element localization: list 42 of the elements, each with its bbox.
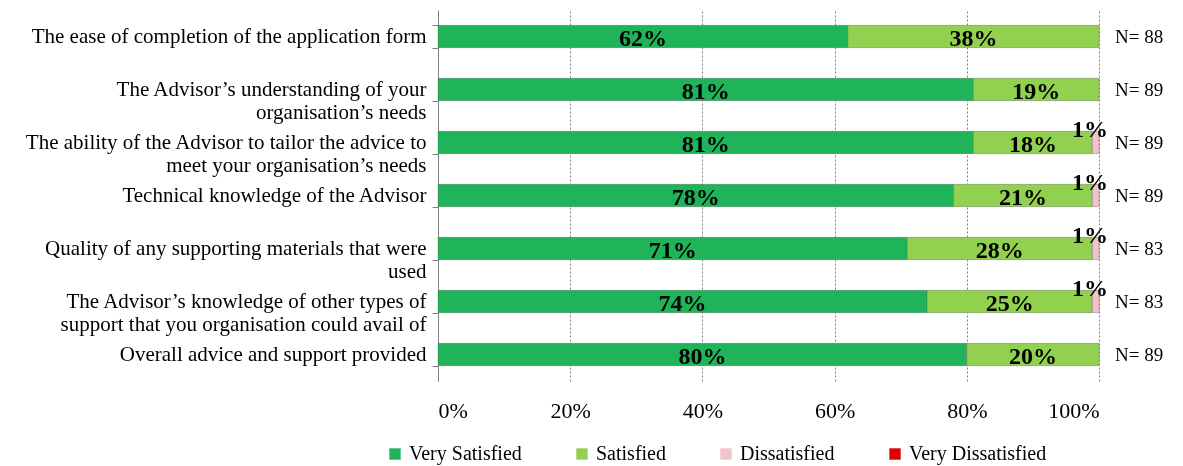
x-tick-label: 40% (682, 397, 724, 423)
y-tick-label: Technical knowledge of the Advisor (122, 183, 427, 207)
data-label: 25% (985, 289, 1034, 316)
data-label: 71% (648, 236, 697, 263)
data-label: 21% (998, 183, 1047, 210)
text: N= 83 (1115, 237, 1164, 259)
data-label: 38% (949, 24, 998, 51)
legend-label: Very Dissatisfied (909, 442, 1047, 465)
data-label: 62% (618, 24, 667, 51)
text: N= 89 (1115, 184, 1164, 206)
text: N= 89 (1115, 343, 1164, 365)
x-tick-label: 60% (814, 397, 856, 423)
x-tick-label: 80% (947, 397, 988, 423)
data-label: 18% (1008, 130, 1057, 157)
data-label: 81% (681, 77, 730, 104)
data-label: 74% (658, 289, 707, 316)
x-tick-label: 100% (1048, 397, 1100, 423)
data-label: 1% (1072, 274, 1108, 301)
y-tick-label: The Advisor’s understanding of your organisation’s needs (116, 77, 427, 124)
y-tick-label: The ease of completion of the application form (31, 24, 427, 48)
y-tick-label: The Advisor’s knowledge of other types of support that you organisation could avail of (60, 289, 427, 336)
data-label: 1% (1072, 221, 1108, 248)
data-label: 20% (1008, 342, 1057, 369)
text: N= 88 (1115, 25, 1164, 47)
y-tick-label: The ability of the Advisor to tailor the advice to meet your organisation’s needs (25, 130, 427, 177)
y-tick-label: Quality of any supporting materials that were used (45, 236, 427, 283)
data-label: 81% (681, 130, 730, 157)
data-label: 1% (1072, 115, 1108, 142)
x-tick-label: 0% (438, 397, 468, 423)
legend-label: Satisfied (596, 442, 666, 464)
data-label: 80% (678, 342, 727, 369)
y-tick-label: Overall advice and support provided (119, 342, 427, 366)
legend-label: Very Satisfied (409, 442, 522, 465)
data-label: 78% (671, 183, 720, 210)
x-tick-label: 20% (550, 397, 591, 423)
data-label: 19% (1012, 77, 1061, 104)
data-label: 1% (1072, 168, 1108, 195)
data-label: 28% (975, 236, 1024, 263)
text: N= 89 (1115, 78, 1164, 100)
text: N= 89 (1115, 131, 1164, 153)
legend-label: Dissatisfied (740, 442, 835, 464)
text: N= 83 (1115, 290, 1164, 312)
